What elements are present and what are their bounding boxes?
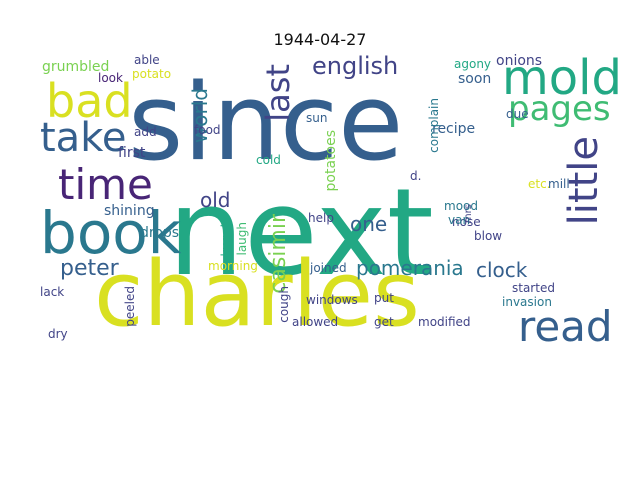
word-get: get — [374, 315, 394, 329]
word-one: one — [350, 212, 388, 236]
word-nose: nose — [452, 215, 481, 229]
word-next: next — [168, 164, 434, 303]
word-english: english — [312, 52, 399, 80]
word-old: old — [200, 188, 231, 212]
chart-title: 1944-04-27 — [273, 30, 367, 49]
word-joined: joined — [310, 261, 347, 275]
word-pages: pages — [508, 89, 611, 129]
word-allowed: allowed — [292, 315, 339, 329]
word-drops: drops — [140, 225, 180, 241]
word-blow: blow — [474, 229, 503, 243]
word-pomerania: pomerania — [356, 256, 464, 280]
word-last: last — [259, 64, 297, 122]
word-book: book — [40, 199, 182, 267]
word-cough: cough — [277, 286, 291, 323]
word-windows: windows — [306, 293, 358, 307]
word-peeled: peeled — [123, 286, 137, 327]
word-charles: charles — [94, 242, 420, 347]
word-bad: bad — [46, 74, 133, 128]
word-mold: mold — [502, 50, 622, 106]
word-read: read — [518, 302, 613, 351]
word-cloud: next since charles book mold bad time ta… — [40, 52, 622, 356]
word-d: d. — [410, 169, 422, 183]
word-put: put — [374, 291, 394, 305]
word-add: add — [134, 125, 157, 139]
word-time: time — [58, 160, 153, 209]
word-clock: clock — [476, 258, 528, 282]
word-started: started — [512, 281, 555, 295]
word-potato: potato — [132, 67, 172, 81]
word-grumbled: grumbled — [42, 59, 110, 75]
word-sun: sun — [306, 111, 328, 125]
word-agony: agony — [454, 57, 492, 71]
word-mood: mood — [444, 199, 478, 213]
word-able: able — [134, 53, 160, 67]
word-food: food — [194, 123, 221, 137]
word-onions: onions — [496, 53, 543, 69]
word-cold: cold — [256, 153, 281, 167]
word-complain: complain — [427, 98, 441, 153]
word-take: take — [40, 115, 127, 161]
word-kugel: kugel — [219, 224, 233, 257]
word-recipe: recipe — [432, 121, 476, 137]
word-modified: modified — [418, 315, 471, 329]
word-soon: soon — [458, 71, 492, 87]
word-laugh: laugh — [235, 222, 249, 256]
word-help: help — [308, 211, 334, 225]
word-peter: peter — [60, 256, 119, 281]
word-little: little — [561, 136, 607, 226]
word-since: since — [128, 61, 404, 184]
word-morning: morning — [208, 259, 258, 273]
word-casimir: casimir — [266, 214, 291, 294]
word-potatoes: potatoes — [323, 130, 339, 192]
word-invasion: invasion — [502, 295, 552, 309]
word-van: van — [448, 213, 471, 227]
word-lack: lack — [40, 285, 65, 299]
word-dry: dry — [48, 327, 68, 341]
word-due: due — [506, 107, 529, 121]
word-etc: etc. — [528, 177, 551, 191]
word-look: look — [98, 71, 123, 85]
word-mrs: mrs — [463, 204, 474, 224]
word-mill: mill — [548, 177, 570, 191]
word-shining: shining — [104, 203, 155, 219]
word-first: first — [118, 145, 146, 161]
